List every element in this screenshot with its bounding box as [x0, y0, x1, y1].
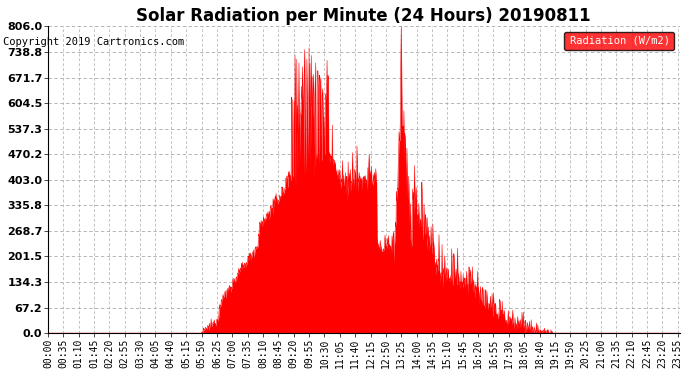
- Title: Solar Radiation per Minute (24 Hours) 20190811: Solar Radiation per Minute (24 Hours) 20…: [137, 7, 591, 25]
- Text: Copyright 2019 Cartronics.com: Copyright 2019 Cartronics.com: [3, 37, 185, 47]
- Legend: Radiation (W/m2): Radiation (W/m2): [564, 32, 674, 50]
